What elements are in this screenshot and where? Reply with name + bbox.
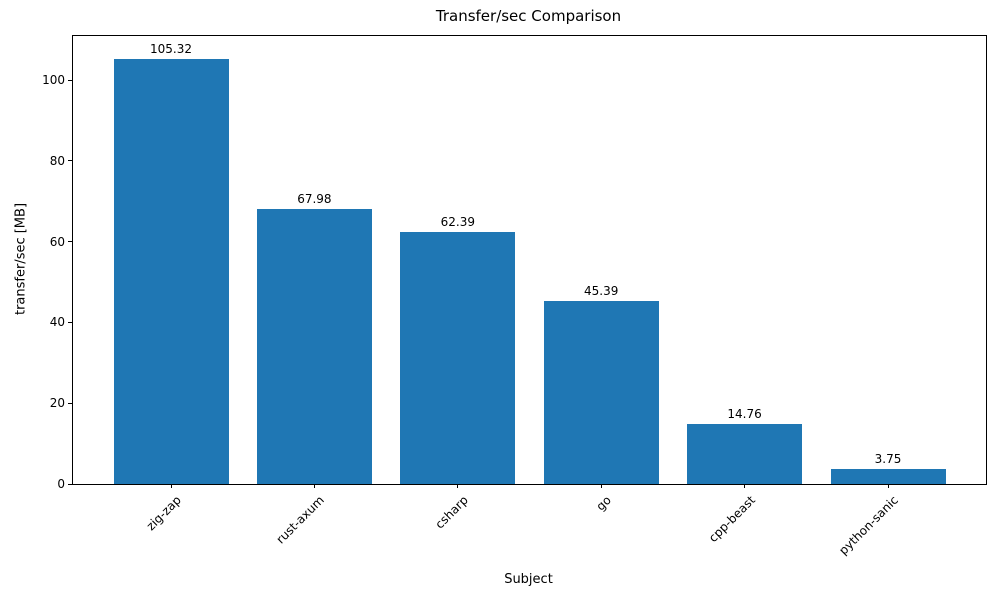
chart-title: Transfer/sec Comparison [435,7,622,25]
bar [113,58,229,484]
y-tick-label: 60 [49,234,65,249]
y-tick-mark [68,79,72,81]
y-tick-mark [68,483,72,485]
x-tick-mark [457,484,459,488]
bar [400,231,516,484]
y-tick-mark [68,321,72,323]
x-tick-mark [600,484,602,488]
y-tick-label: 0 [57,477,65,491]
y-axis-label: transfer/sec [MB] [13,202,29,316]
x-tick-mark [744,484,746,488]
bar-value-label: 105.32 [150,41,192,56]
x-tick-mark [313,484,315,488]
bar-value-label: 62.39 [440,214,475,229]
x-tick-mark [887,484,889,488]
bar [543,300,659,484]
y-tick-mark [68,402,72,404]
y-tick-mark [68,160,72,162]
y-tick-mark [68,241,72,243]
plot-area: 0 20 40 60 80 100 105.32 zig-zap 67.98 rust-axum 6… [42,35,987,558]
bar [256,209,372,484]
x-tick-mark [170,484,172,488]
x-axis-label: Subject [504,572,553,587]
bar-value-label: 67.98 [297,192,332,207]
bar [830,468,946,484]
bar-value-label: 3.75 [874,451,902,466]
y-tick-label: 40 [49,315,65,330]
bar-value-label: 14.76 [727,407,762,422]
bar [687,424,803,484]
y-tick-label: 20 [49,396,65,411]
y-tick-label: 80 [49,153,65,168]
bar-value-label: 45.39 [584,283,619,298]
y-tick-label: 100 [42,73,65,88]
